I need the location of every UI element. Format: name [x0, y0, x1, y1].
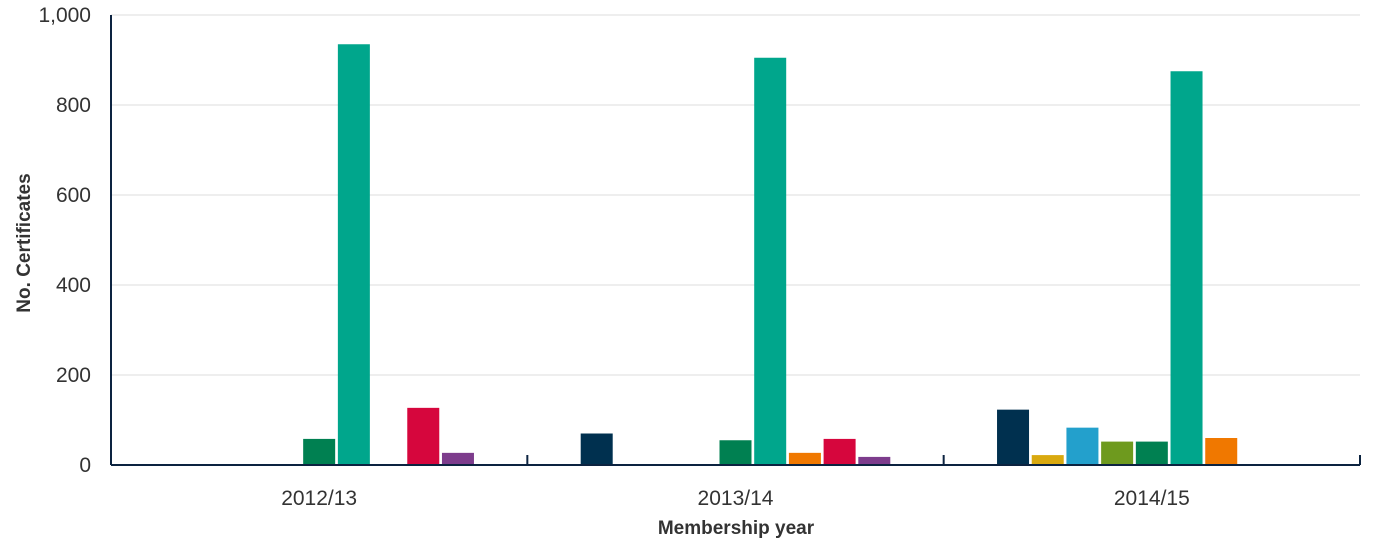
y-tick-label: 1,000: [38, 4, 91, 27]
y-axis-title: No. Certificates: [14, 173, 35, 312]
axes: [110, 15, 1361, 466]
bar: [303, 438, 336, 465]
tick-labels: 0 200 400 600 800 1,000 2012/13 2013/14 2014/15: [38, 4, 1189, 510]
x-tick-label: 2013/14: [698, 487, 774, 510]
bar: [1066, 427, 1099, 465]
y-tick-label: 0: [79, 454, 91, 477]
x-axis-title: Membership year: [658, 518, 815, 539]
gridlines: [111, 14, 1360, 376]
bar: [754, 57, 787, 465]
bar: [997, 409, 1030, 465]
y-tick-label: 800: [56, 94, 91, 117]
bar: [1031, 455, 1064, 465]
bar: [441, 452, 474, 465]
bar: [823, 438, 856, 465]
bar: [858, 456, 891, 465]
bars: [303, 44, 1238, 465]
bar: [337, 44, 370, 465]
y-tick-label: 400: [56, 274, 91, 297]
bar: [1101, 441, 1134, 465]
bar: [407, 407, 440, 465]
bar: [1135, 441, 1168, 465]
bar: [1170, 71, 1203, 465]
bar: [719, 440, 752, 465]
bar: [788, 452, 821, 465]
bar: [580, 433, 613, 465]
y-tick-label: 200: [56, 364, 91, 387]
bar: [1205, 438, 1238, 465]
x-tick-label: 2012/13: [281, 487, 357, 510]
x-tick-label: 2014/15: [1114, 487, 1190, 510]
y-tick-label: 600: [56, 184, 91, 207]
